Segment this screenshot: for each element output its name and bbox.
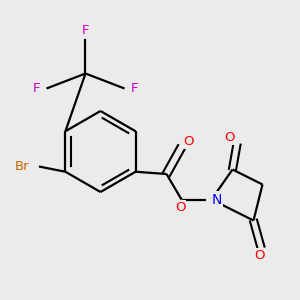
Text: O: O bbox=[175, 201, 185, 214]
Text: F: F bbox=[130, 82, 138, 95]
Text: Br: Br bbox=[15, 160, 30, 173]
Text: F: F bbox=[33, 82, 41, 95]
Text: O: O bbox=[224, 131, 235, 144]
Text: N: N bbox=[212, 193, 222, 206]
Text: O: O bbox=[254, 249, 265, 262]
Text: O: O bbox=[184, 135, 194, 148]
Text: F: F bbox=[82, 24, 89, 37]
